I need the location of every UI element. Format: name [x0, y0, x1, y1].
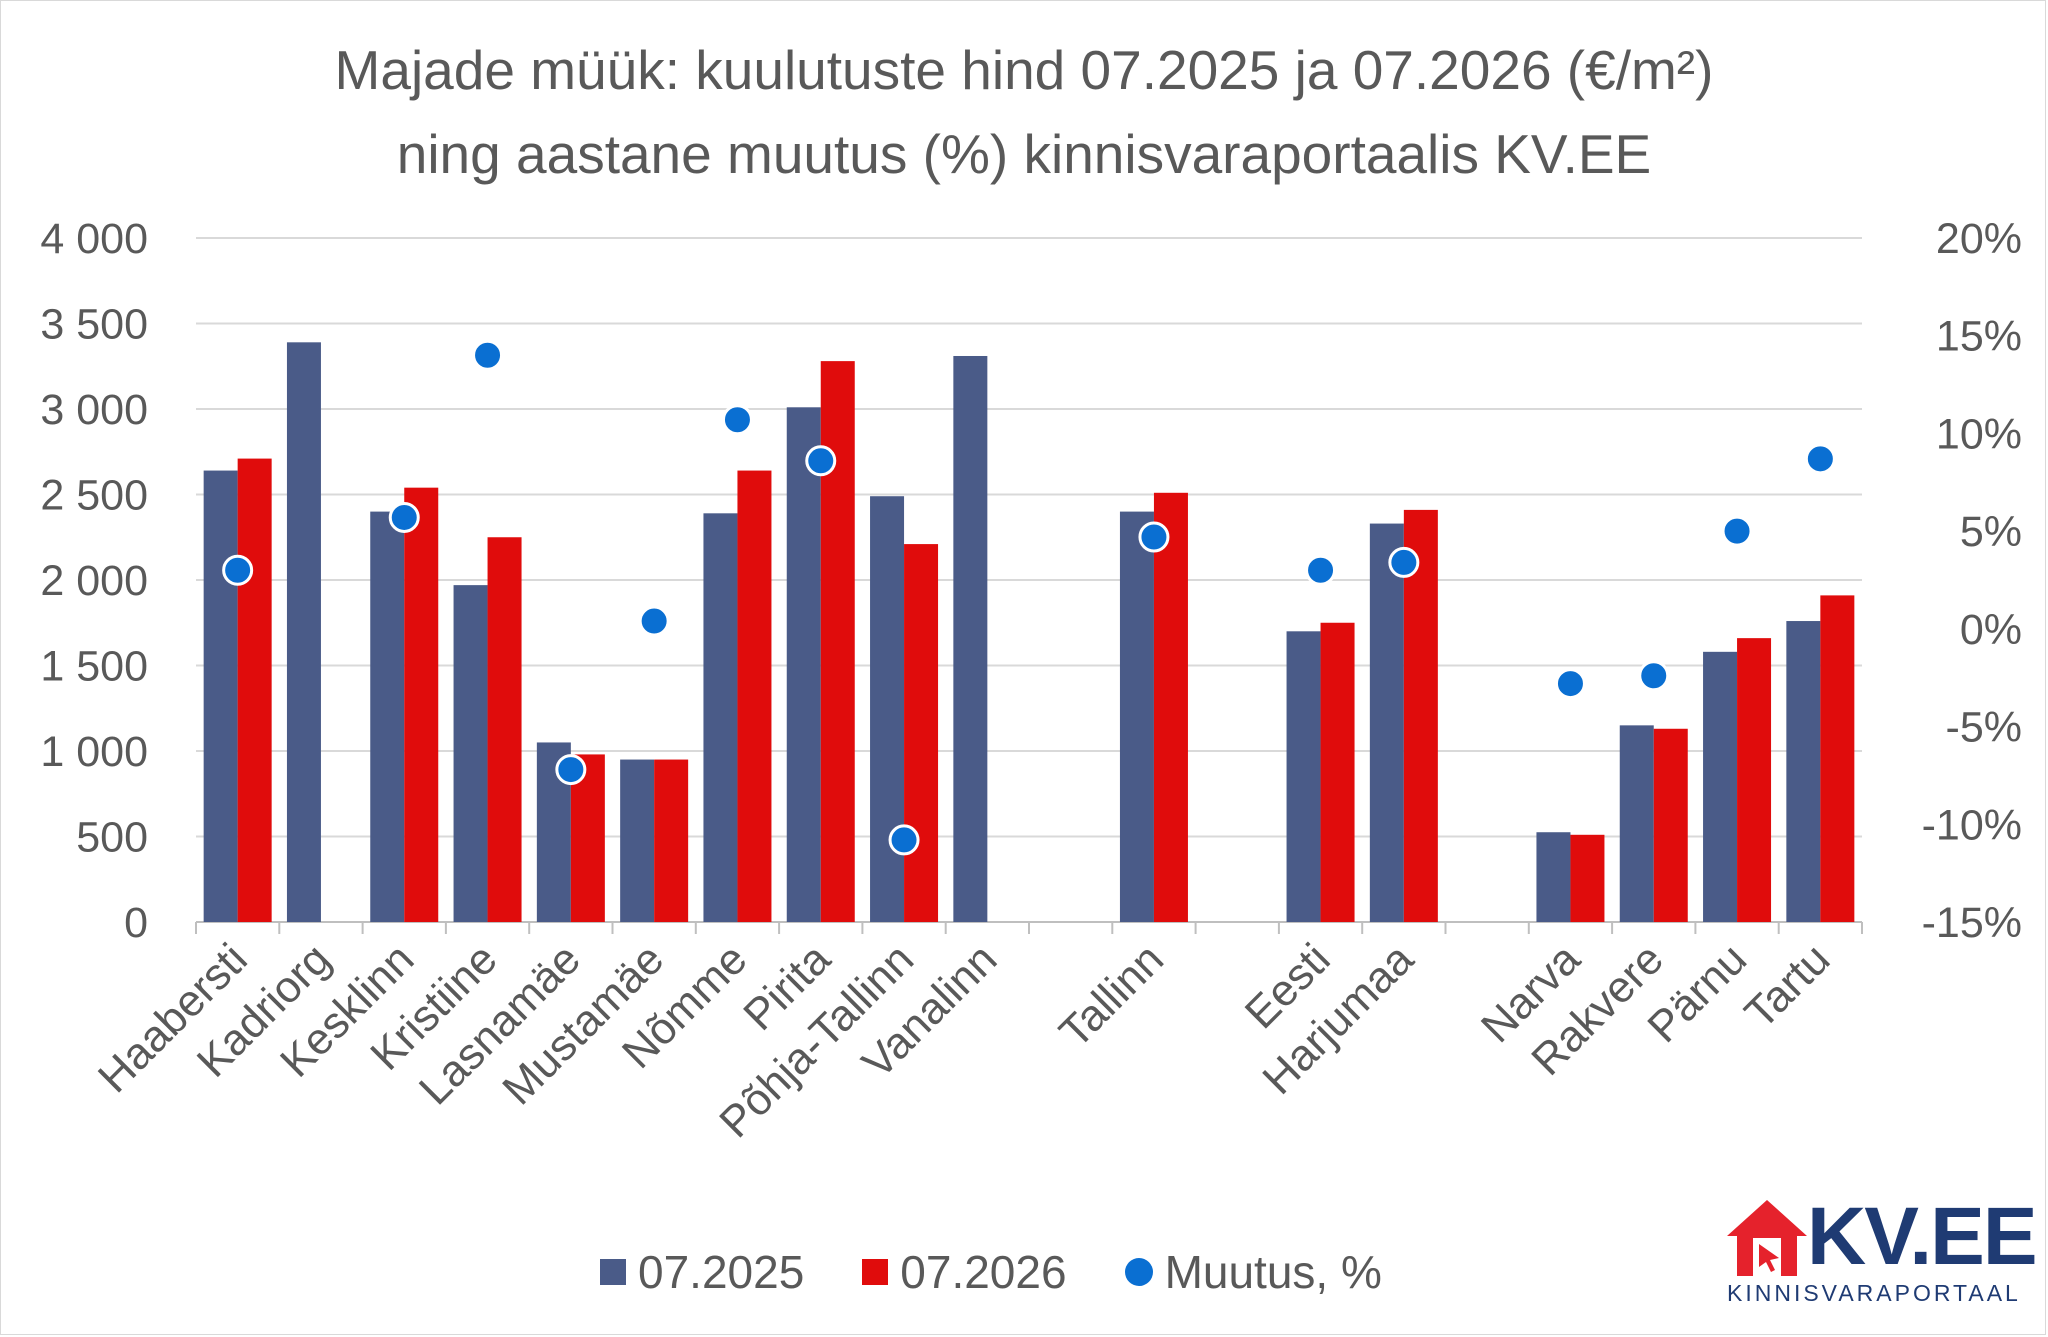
bar-2026: [487, 537, 522, 922]
legend-swatch-2025: [600, 1259, 626, 1285]
bar-2026: [1403, 509, 1438, 922]
y2-tick-label: 0%: [1960, 606, 2022, 654]
bar-2026: [237, 458, 272, 922]
change-point: [638, 605, 670, 637]
x-tick-label: Tallinn: [1050, 934, 1173, 1057]
bar-2025: [1786, 621, 1821, 922]
y2-tick-label: 20%: [1936, 215, 2022, 263]
logo-name: KV.EE: [1807, 1191, 2038, 1282]
bar-2025: [370, 511, 405, 922]
bar-2026: [404, 487, 439, 922]
y2-tick-label: 5%: [1960, 508, 2022, 556]
bar-2025: [1369, 523, 1404, 922]
bar-2026: [1320, 622, 1355, 922]
y-tick-label: 1 000: [40, 728, 148, 776]
y2-tick-label: 15%: [1936, 313, 2022, 361]
bar-2025: [953, 355, 988, 922]
bar-2026: [654, 759, 689, 922]
bar-2026: [904, 544, 939, 922]
bar-2025: [1286, 631, 1321, 922]
chart-legend: 07.2025 07.2026 Muutus, %: [600, 1245, 1382, 1299]
y-tick-label: 0: [124, 899, 148, 947]
y-tick-label: 2 000: [40, 557, 148, 605]
legend-marker-change: [1124, 1258, 1153, 1286]
x-tick-label: Pärnu: [1638, 934, 1756, 1052]
bar-2025: [453, 585, 488, 922]
bar-2026: [1737, 638, 1772, 922]
y-tick-label: 4 000: [40, 215, 148, 263]
chart-title: Majade müük: kuulutuste hind 07.2025 ja …: [0, 28, 2048, 196]
change-point: [222, 554, 254, 586]
bar-2025: [703, 513, 738, 922]
y-tick-label: 2 500: [40, 472, 148, 520]
bar-2025: [286, 342, 321, 922]
legend-item-2026: 07.2026: [862, 1245, 1067, 1299]
y2-tick-label: -15%: [1922, 899, 2022, 947]
y-tick-label: 500: [76, 814, 148, 862]
bar-2026: [1153, 492, 1188, 922]
y-tick-label: 3 500: [40, 301, 148, 349]
change-point: [1638, 660, 1670, 692]
logo-subtitle: KINNISVARAPORTAAL: [1727, 1280, 2021, 1306]
legend-label-2026: 07.2026: [900, 1246, 1067, 1298]
bar-2025: [786, 407, 821, 922]
legend-label-2025: 07.2025: [638, 1246, 805, 1298]
change-point: [888, 824, 920, 856]
change-point: [805, 445, 837, 477]
bar-2025: [1119, 511, 1154, 922]
y-tick-label: 3 000: [40, 386, 148, 434]
change-point: [1721, 515, 1753, 547]
y-tick-label: 1 500: [40, 643, 148, 691]
x-tick-label: Tartu: [1736, 934, 1840, 1038]
bar-2026: [1820, 595, 1855, 922]
change-point: [1305, 554, 1337, 586]
bar-2025: [1619, 725, 1654, 922]
change-point: [388, 501, 420, 533]
y2-tick-label: -5%: [1946, 704, 2022, 752]
y2-tick-label: 10%: [1936, 410, 2022, 458]
change-point: [721, 404, 753, 436]
house-icon: [1727, 1200, 1807, 1276]
change-point: [555, 754, 587, 786]
bar-2026: [1570, 834, 1605, 922]
bar-2025: [1703, 651, 1738, 922]
chart-title-line-1: Majade müük: kuulutuste hind 07.2025 ja …: [334, 39, 1714, 101]
legend-label-change: Muutus, %: [1164, 1246, 1382, 1298]
bar-2025: [620, 759, 655, 922]
y2-tick-label: -10%: [1922, 801, 2022, 849]
change-point: [1554, 668, 1586, 700]
legend-item-change: Muutus, %: [1124, 1245, 1382, 1299]
kv-ee-logo: KV.EE KINNISVARAPORTAAL: [1725, 1191, 2038, 1306]
bar-2025: [1536, 832, 1571, 922]
legend-swatch-2026: [862, 1259, 889, 1285]
bar-2026: [737, 470, 772, 922]
change-point: [1388, 546, 1420, 578]
bar-2026: [820, 361, 855, 922]
change-point: [472, 339, 504, 371]
bar-2026: [1653, 728, 1688, 922]
change-point: [1804, 443, 1836, 475]
change-point: [1138, 521, 1170, 553]
chart-title-line-2: ning aastane muutus (%) kinnisvaraportaa…: [396, 123, 1652, 185]
bar-2025: [203, 470, 238, 922]
bar-2025: [870, 496, 905, 922]
legend-item-2025: 07.2025: [600, 1245, 804, 1299]
